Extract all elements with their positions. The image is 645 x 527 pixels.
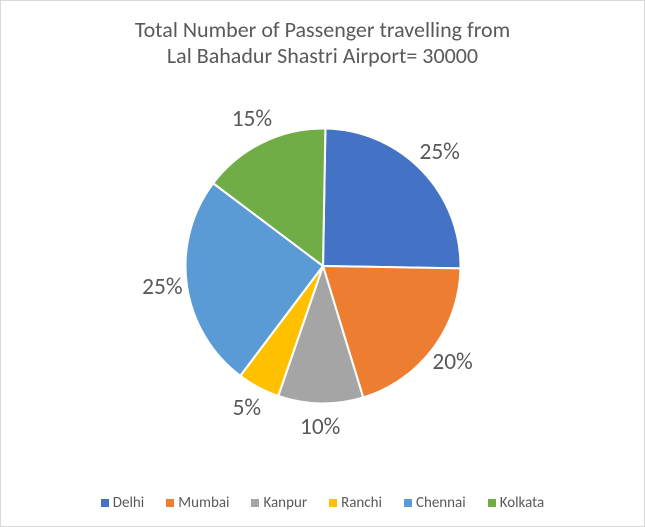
legend-label-delhi: Delhi bbox=[113, 494, 144, 512]
legend-label-kolkata: Kolkata bbox=[500, 494, 545, 512]
legend: Delhi Mumbai Kanpur Ranchi Chennai Kolkata bbox=[1, 494, 644, 512]
legend-item-chennai: Chennai bbox=[404, 494, 466, 512]
legend-label-kanpur: Kanpur bbox=[263, 494, 307, 512]
chart-title-line-2: Lal Bahadur Shastri Airport= 30000 bbox=[167, 42, 478, 69]
pie-label-kanpur: 10% bbox=[299, 413, 339, 441]
legend-label-ranchi: Ranchi bbox=[341, 494, 382, 512]
pie-plot-area: 25%20%10%5%25%15% bbox=[158, 101, 488, 431]
pie-label-delhi: 25% bbox=[419, 138, 459, 166]
legend-item-delhi: Delhi bbox=[101, 494, 144, 512]
legend-swatch-ranchi bbox=[329, 499, 337, 507]
legend-label-chennai: Chennai bbox=[416, 494, 466, 512]
pie-label-mumbai: 20% bbox=[432, 348, 472, 376]
chart-title-line-1: Total Number of Passenger travelling fro… bbox=[135, 16, 510, 43]
legend-swatch-kolkata bbox=[488, 499, 496, 507]
pie-slices-group bbox=[185, 128, 460, 403]
pie-label-kolkata: 15% bbox=[231, 105, 271, 133]
legend-swatch-mumbai bbox=[166, 499, 174, 507]
chart-frame: Total Number of Passenger travelling fro… bbox=[0, 0, 645, 527]
legend-item-mumbai: Mumbai bbox=[166, 494, 229, 512]
pie-svg: 25%20%10%5%25%15% bbox=[158, 101, 488, 431]
legend-label-mumbai: Mumbai bbox=[178, 494, 229, 512]
legend-item-kanpur: Kanpur bbox=[251, 494, 307, 512]
chart-title: Total Number of Passenger travelling fro… bbox=[53, 17, 592, 70]
pie-label-chennai: 25% bbox=[142, 273, 182, 301]
legend-item-kolkata: Kolkata bbox=[488, 494, 545, 512]
pie-label-ranchi: 5% bbox=[232, 394, 261, 422]
legend-item-ranchi: Ranchi bbox=[329, 494, 382, 512]
legend-swatch-delhi bbox=[101, 499, 109, 507]
legend-swatch-kanpur bbox=[251, 499, 259, 507]
legend-swatch-chennai bbox=[404, 499, 412, 507]
